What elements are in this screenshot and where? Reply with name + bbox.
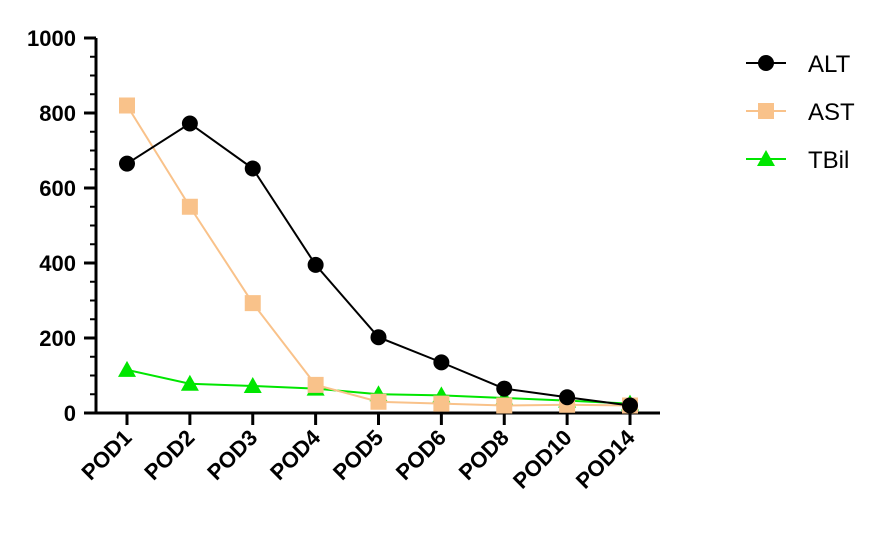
x-tick-label: POD2 xyxy=(139,425,199,485)
data-point xyxy=(622,397,638,414)
data-point xyxy=(559,389,576,406)
series-line xyxy=(126,122,631,407)
data-point xyxy=(496,397,513,414)
legend-label: ALT xyxy=(808,51,851,78)
y-tick-label: 200 xyxy=(39,326,76,351)
data-point xyxy=(370,329,387,346)
data-point xyxy=(181,198,198,215)
data-point xyxy=(244,295,261,312)
series-layer xyxy=(118,97,639,414)
x-tick-label: POD8 xyxy=(454,425,514,485)
series-ast xyxy=(119,97,638,414)
x-tick-label: POD10 xyxy=(508,425,577,494)
legend-item-tbil: TBil xyxy=(746,147,849,174)
x-tick-label: POD5 xyxy=(328,425,388,485)
data-point xyxy=(119,155,135,172)
legend-label: AST xyxy=(808,99,855,126)
data-point xyxy=(181,115,198,132)
x-tick-label: POD6 xyxy=(391,425,451,485)
data-point xyxy=(496,380,513,397)
legend: ALT AST TBil xyxy=(746,51,855,174)
data-point xyxy=(433,354,450,371)
data-point xyxy=(244,160,261,177)
data-point xyxy=(119,97,135,114)
legend-marker xyxy=(757,150,775,166)
y-tick-label: 0 xyxy=(64,401,76,426)
data-point xyxy=(243,377,262,393)
legend-item-alt: ALT xyxy=(746,51,851,78)
data-point xyxy=(307,256,324,273)
data-point xyxy=(433,395,450,412)
y-tick-label: 1000 xyxy=(27,26,76,51)
x-tick-label: POD14 xyxy=(571,424,640,493)
data-point xyxy=(307,376,324,393)
series-line xyxy=(126,104,631,407)
y-tick-label: 800 xyxy=(39,101,76,126)
x-tick-label: POD3 xyxy=(202,425,262,485)
legend-label: TBil xyxy=(808,147,849,174)
data-point xyxy=(180,374,199,391)
x-tick-label: POD4 xyxy=(265,424,326,485)
legend-item-ast: AST xyxy=(746,99,855,126)
data-point xyxy=(118,360,136,377)
legend-marker xyxy=(758,55,774,71)
data-point xyxy=(370,393,387,410)
y-tick-label: 400 xyxy=(39,251,76,276)
x-tick-label: POD1 xyxy=(76,425,136,485)
series-alt xyxy=(119,115,638,414)
y-tick-label: 600 xyxy=(39,176,76,201)
legend-marker xyxy=(758,103,774,119)
